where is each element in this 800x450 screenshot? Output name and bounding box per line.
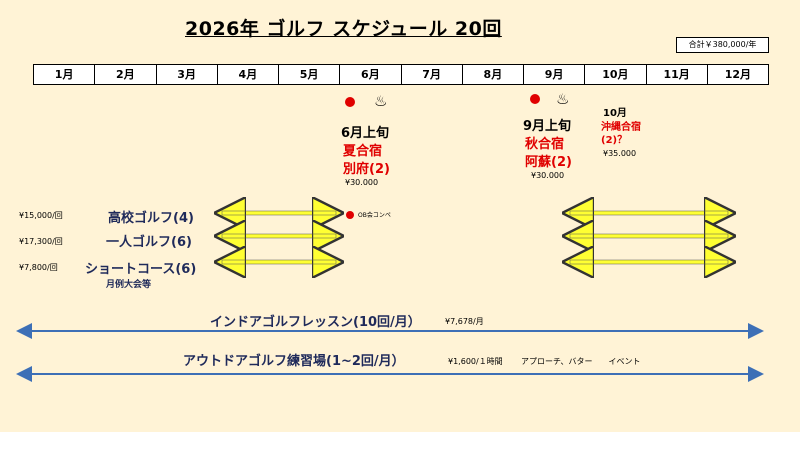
- red-dot-icon: [346, 211, 354, 219]
- row-label: 高校ゴルフ(4): [108, 211, 194, 226]
- autumn-camp-date: 9月上旬: [523, 119, 572, 134]
- blue-arrow-group: [16, 323, 764, 382]
- month-cell: 5月: [278, 65, 339, 84]
- row-label: 一人ゴルフ(6): [106, 235, 192, 250]
- okinawa-camp-cost: ¥35.000: [603, 149, 637, 158]
- summer-camp-cost: ¥30.000: [345, 178, 379, 187]
- okinawa-camp-note: (2)？: [601, 135, 628, 146]
- row-price: ¥17,300/回: [19, 237, 63, 246]
- ob-event-label: OB会コンペ: [358, 212, 391, 219]
- monthly-meets-label: 月例大会等: [106, 280, 152, 290]
- month-cell: 6月: [339, 65, 400, 84]
- autumn-camp-name: 秋合宿: [525, 137, 565, 152]
- outdoor-range-items: アプローチ、バター イベント: [521, 357, 641, 366]
- row-price: ¥7,800/回: [19, 263, 58, 272]
- month-cell: 1月: [54, 68, 74, 81]
- summer-camp-date: 6月上旬: [341, 126, 390, 141]
- autumn-camp-place: 阿蘇(2): [525, 155, 572, 170]
- month-cell: 8月: [461, 65, 523, 84]
- yellow-arrow-outline: [221, 210, 729, 265]
- yellow-arrow-group: [222, 213, 728, 262]
- month-cell: 11月: [645, 65, 707, 84]
- month-cell: 12月: [706, 65, 768, 84]
- timeline-arrows: [16, 0, 764, 382]
- red-dot-icon: [530, 94, 540, 104]
- summer-camp-place: 別府(2): [343, 162, 390, 177]
- onsen-icon: ♨: [374, 92, 388, 110]
- month-cell: 4月: [216, 65, 278, 84]
- onsen-icon: ♨: [556, 90, 570, 108]
- month-cell: 3月: [155, 65, 217, 84]
- month-cell: 10月: [584, 65, 645, 84]
- red-dot-icon: [345, 97, 355, 107]
- row-price: ¥15,000/回: [19, 211, 63, 220]
- month-cell: 9月: [523, 65, 584, 84]
- month-cell: 7月: [400, 65, 462, 84]
- summer-camp-name: 夏合宿: [343, 144, 383, 159]
- autumn-camp-cost: ¥30.000: [531, 171, 565, 180]
- okinawa-camp-date: 10月: [603, 108, 627, 119]
- month-cell: 2月: [94, 65, 155, 84]
- outdoor-range-price: ¥1,600/１時間: [448, 357, 503, 366]
- annual-total-box: 合計￥380,000/年: [676, 37, 769, 53]
- row-label: ショートコース(6): [85, 262, 197, 277]
- page-title: 2026年 ゴルフ スケジュール 20回: [185, 18, 502, 40]
- outdoor-range-label: アウトドアゴルフ練習場(1~2回/月）: [183, 354, 405, 369]
- indoor-lesson-price: ¥7,678/月: [445, 317, 484, 326]
- okinawa-camp-name: 沖縄合宿: [601, 122, 641, 133]
- month-header: 1月 2月 3月 4月 5月 6月 7月 8月 9月 10月 11月 12月: [33, 64, 769, 85]
